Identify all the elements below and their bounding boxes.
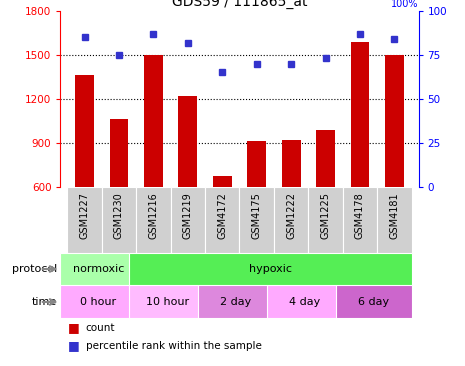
Text: GSM1219: GSM1219 (183, 192, 193, 239)
Bar (60, 285, 136, 318)
Bar (205, 187, 239, 253)
Bar (274, 187, 308, 253)
Text: 0 hour: 0 hour (80, 297, 116, 307)
Bar (198, 285, 274, 318)
Bar (343, 187, 377, 253)
Bar (377, 187, 412, 253)
Bar (75, 75, 94, 187)
Text: GSM1225: GSM1225 (320, 192, 331, 239)
Bar (102, 187, 136, 253)
Text: GSM1230: GSM1230 (114, 192, 124, 239)
Bar (144, 55, 163, 187)
Bar (247, 141, 266, 187)
Text: 6 day: 6 day (358, 297, 389, 307)
Text: GSM4175: GSM4175 (252, 192, 262, 239)
Text: count: count (86, 322, 115, 333)
Text: hypoxic: hypoxic (249, 264, 292, 274)
Text: percentile rank within the sample: percentile rank within the sample (86, 341, 261, 351)
Bar (129, 253, 412, 285)
Text: GSM4178: GSM4178 (355, 192, 365, 239)
Text: GSM4181: GSM4181 (389, 192, 399, 239)
Text: GSM1222: GSM1222 (286, 192, 296, 239)
Bar (267, 285, 343, 318)
Text: normoxic: normoxic (73, 264, 124, 274)
Bar (308, 187, 343, 253)
Bar (239, 187, 274, 253)
Text: 10 hour: 10 hour (146, 297, 189, 307)
Bar (129, 285, 205, 318)
Bar (60, 253, 136, 285)
Text: GSM1227: GSM1227 (80, 192, 90, 239)
Bar (67, 187, 102, 253)
Bar (385, 55, 404, 187)
Text: ■: ■ (67, 321, 80, 334)
Text: 2 day: 2 day (220, 297, 252, 307)
Bar (351, 42, 369, 187)
Text: GSM4172: GSM4172 (217, 192, 227, 239)
Bar (171, 187, 205, 253)
Bar (136, 187, 171, 253)
Bar (316, 130, 335, 187)
Text: time: time (32, 297, 57, 307)
Bar (213, 176, 232, 187)
Text: 100%: 100% (391, 0, 418, 9)
Bar (110, 119, 128, 187)
Text: ■: ■ (67, 339, 80, 352)
Text: 4 day: 4 day (289, 297, 320, 307)
Text: GSM1216: GSM1216 (148, 192, 159, 239)
Bar (282, 140, 300, 187)
Title: GDS59 / 111865_at: GDS59 / 111865_at (172, 0, 307, 8)
Text: protocol: protocol (12, 264, 57, 274)
Bar (336, 285, 412, 318)
Bar (179, 96, 197, 187)
